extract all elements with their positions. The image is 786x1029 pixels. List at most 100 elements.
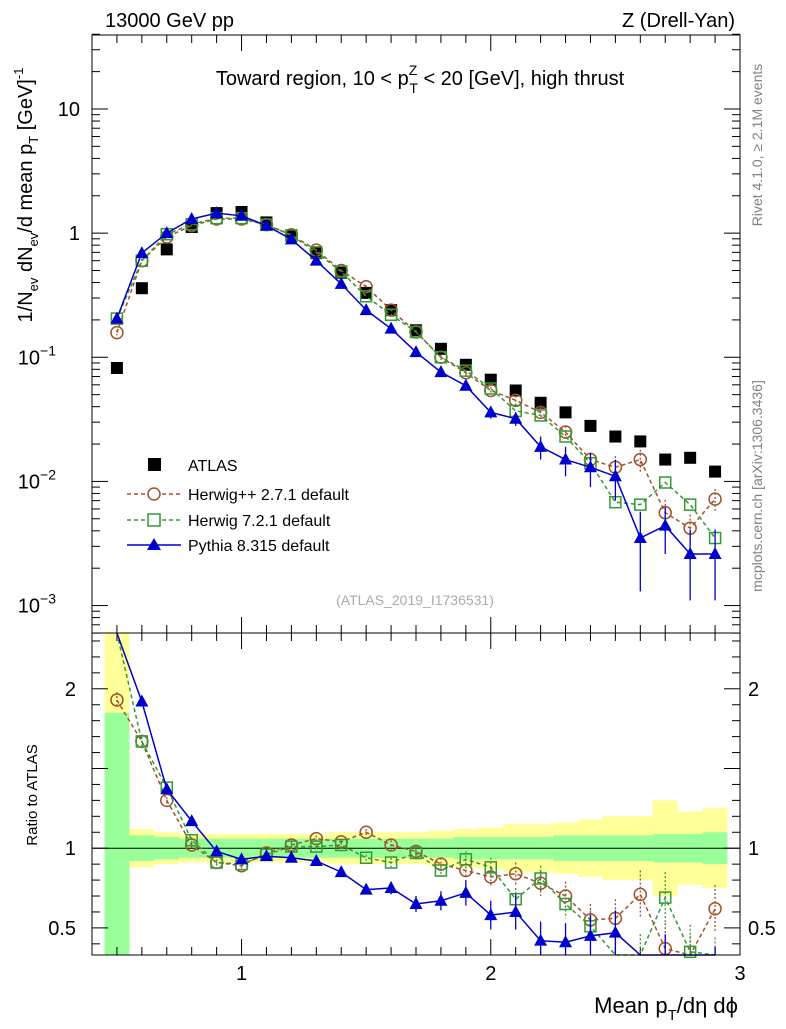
main-panel: 10−3 10−2 10−1 1 10 (18, 33, 741, 634)
pythia-8-315-default-ratio-point (509, 904, 523, 917)
pythia-8-315-default-point (509, 411, 523, 424)
herwig-2-7-1-default-ratio-point (508, 866, 523, 881)
atlas-data-point (509, 384, 522, 397)
herwig-7-2-1-default-ratio-line (116, 632, 716, 956)
pythia-8-315-default-point (210, 206, 224, 219)
legend-label-atlas: ATLAS (188, 458, 238, 475)
pythia-8-315-default-point (384, 321, 398, 334)
ratio-y-tick-label-right: 1 (748, 838, 759, 860)
legend-marker-pythia (147, 538, 161, 550)
main-y-tick-exponent: −2 (40, 466, 56, 482)
pythia-8-315-default-ratio-point (235, 852, 249, 865)
pythia-8-315-default-ratio-point (135, 694, 149, 707)
atlas-data-point (559, 406, 572, 419)
pythia-8-315-default-point (309, 253, 323, 266)
pythia-8-315-default-ratio-point (484, 908, 498, 921)
herwig-7-2-1-default-ratio-point (359, 851, 373, 865)
pythia-8-315-default-point (334, 276, 348, 289)
pythia-8-315-default-point (459, 378, 473, 391)
pythia-8-315-default-ratio-point (160, 782, 174, 795)
ratio-y-tick-label: 2 (65, 679, 76, 701)
pythia-8-315-default-ratio-point (583, 928, 597, 941)
herwig-7-2-1-default-ratio-point (459, 853, 473, 866)
ratio-y-tick-label-right: 2 (748, 679, 759, 701)
pythia-8-315-default-ratio-point (284, 850, 298, 863)
legend-label-herwig7: Herwig 7.2.1 default (188, 513, 331, 530)
legend-label-pythia: Pythia 8.315 default (188, 538, 330, 555)
main-y-axis-label: 1/Nev dNev/d mean pT [GeV]-1 (11, 68, 41, 323)
herwig-7-2-1-default-ratio-point (384, 856, 398, 869)
pythia-8-315-default-ratio-point (434, 893, 448, 906)
herwig-2-7-1-default-point (359, 279, 373, 294)
pythia-8-315-default-point (484, 405, 498, 418)
herwig-7-2-1-default-point (683, 498, 697, 511)
pythia-8-315-default-ratio-point (359, 882, 373, 895)
pythia-8-315-default-point (110, 311, 124, 324)
atlas-data-point (659, 453, 672, 466)
main-y-tick-label: 10−1 (18, 342, 56, 369)
herwig-7-2-1-default-point (409, 325, 423, 339)
herwig-7-2-1-default-point (484, 382, 498, 395)
herwig-7-2-1-default-ratio-point (559, 897, 572, 911)
herwig-7-2-1-default-ratio-point (409, 846, 423, 860)
pythia-8-315-default-ratio-point (210, 844, 224, 857)
pythia-8-315-default-point (434, 365, 448, 378)
herwig-2-7-1-default-ratio-point (384, 838, 398, 852)
herwig-2-7-1-default-point (110, 325, 124, 340)
pythia-8-315-default-point (559, 452, 573, 465)
herwig-7-2-1-default-ratio-point (210, 856, 223, 869)
herwig-7-2-1-default-point (534, 409, 547, 422)
ratio-frame (91, 632, 741, 956)
pythia-8-315-default-point (708, 547, 722, 560)
pythia-8-315-default-ratio-point (259, 849, 273, 862)
pythia-8-315-default-ratio-point (185, 814, 199, 827)
pythia-8-315-default-ratio-point (608, 925, 622, 938)
herwig-7-2-1-default-point (359, 290, 373, 303)
herwig-7-2-1-default-ratio-point (135, 735, 149, 748)
herwig-2-7-1-default-point (508, 393, 523, 408)
pythia-8-315-default-point (185, 211, 199, 224)
herwig-7-2-1-default-point (559, 430, 572, 443)
herwig-7-2-1-default-ratio-point (683, 945, 697, 959)
main-y-tick-label: 10 (58, 99, 80, 121)
atlas-data-point (110, 361, 123, 374)
pythia-8-315-default-point (583, 460, 597, 473)
herwig-2-7-1-default-point (708, 492, 722, 506)
herwig-7-2-1-default-ratio-point (534, 872, 547, 885)
pythia-8-315-default-ratio-point (534, 933, 548, 946)
atlas-data-point (634, 435, 647, 448)
ratio-panel: 1 2 3 0.5 0.5 1 1 2 2 (48, 632, 776, 985)
pythia-8-315-default-ratio-point (384, 881, 398, 894)
herwig-2-7-1-default-ratio-point (708, 902, 722, 916)
legend-label-herwigpp: Herwig++ 2.7.1 default (188, 487, 350, 504)
ratio-y-tick-label: 1 (65, 838, 76, 860)
herwig-2-7-1-default-line (116, 218, 716, 530)
ratio-y-tick-label-right: 0.5 (748, 918, 776, 940)
pythia-8-315-default-point (534, 439, 548, 452)
x-axis-label: Mean pT/dη dϕ (594, 993, 738, 1024)
herwig-7-2-1-default-ratio-point (434, 864, 448, 877)
analysis-watermark: (ATLAS_2019_I1736531) (336, 592, 494, 608)
pythia-8-315-default-point (658, 518, 672, 531)
pythia-8-315-default-point (683, 547, 697, 560)
herwig-7-2-1-default-line (116, 217, 716, 539)
herwig-2-7-1-default-point (633, 452, 648, 467)
pythia-8-315-default-point (160, 226, 174, 239)
atlas-data-point (160, 243, 173, 256)
rivet-version-label: Rivet 4.1.0, ≥ 2.1M events (749, 64, 765, 227)
herwig-7-2-1-default-ratio-point (334, 838, 348, 852)
atlas-data-point (609, 430, 622, 443)
herwig-2-7-1-default-ratio-point (359, 825, 373, 840)
pythia-8-315-default-point (235, 208, 249, 221)
atlas-data-point (709, 465, 722, 478)
header-collision: 13000 GeV pp (105, 10, 234, 32)
herwig-7-2-1-default-point (658, 476, 672, 489)
mcplots-label: mcplots.cern.ch [arXiv:1306.3436] (749, 380, 765, 592)
herwig-7-2-1-default-point (384, 308, 398, 322)
atlas-data-point (534, 396, 547, 409)
pythia-8-315-default-point (259, 218, 273, 231)
x-tick-label: 3 (734, 963, 745, 985)
herwig-7-2-1-default-point (459, 364, 473, 377)
herwig-2-7-1-default-ratio-point (633, 887, 648, 902)
